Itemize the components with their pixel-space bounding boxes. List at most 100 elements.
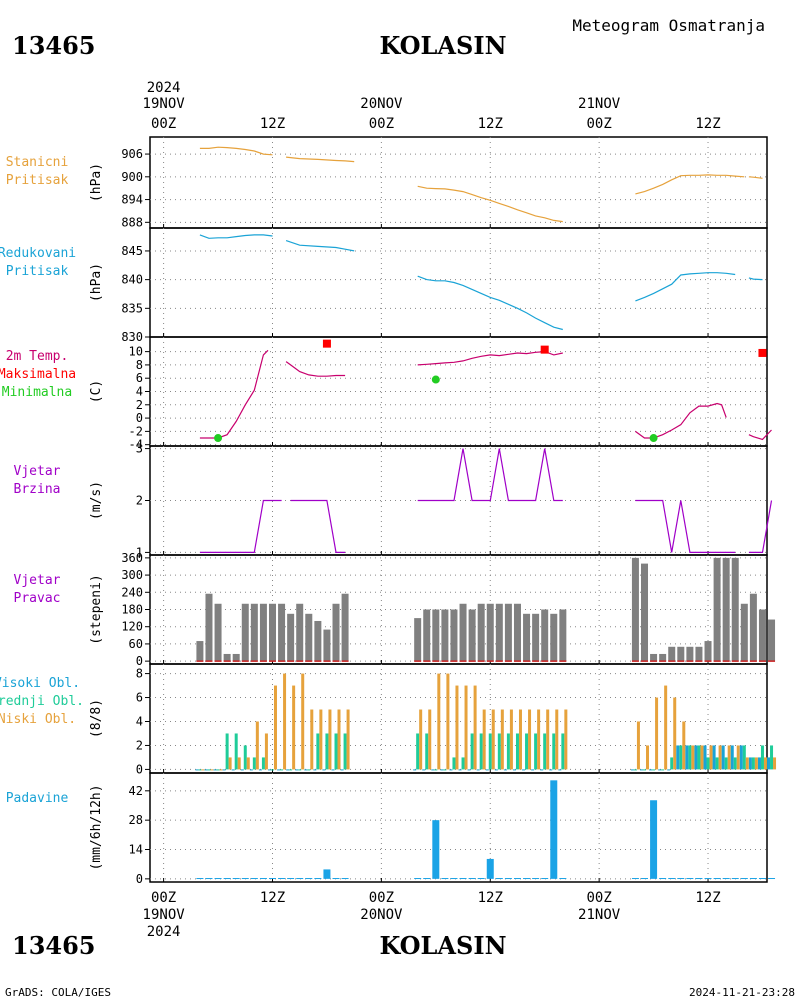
data-bar [450,609,458,662]
data-bar [332,603,340,662]
cloud-bar-low [646,745,650,770]
data-bar [523,613,531,662]
chart-title: Meteogram Osmatranja [572,16,765,35]
top-date-label: 19NOV [143,96,186,112]
cloud-bar-high [721,745,725,770]
cloud-bar-mid [343,733,347,770]
cloud-bar-low [500,709,504,770]
cloud-bar-low [246,757,250,770]
y-tick-label: 240 [121,585,143,599]
cloud-bar-low [636,721,640,770]
y-tick-label: -4 [129,438,143,452]
data-bar [668,878,676,880]
cloud-bar-high [458,769,462,771]
data-bar [296,878,304,880]
cloud-bar-mid [543,733,547,770]
cloud-bar-mid [470,733,474,770]
cloud-bar-mid [688,745,692,770]
panel-vjetar-brzina: 1 2 3 (m/s) Vjetar Brzina [14,442,773,559]
y-tick-label: 1 [136,545,143,559]
cloud-bar-low [283,673,287,770]
cloud-bar-mid [724,757,728,770]
data-bar [704,878,712,880]
cloud-bar-low [255,721,259,770]
cloud-bar-high [703,745,707,770]
cloud-bar-mid [243,745,247,770]
tmin-point [214,434,223,443]
series-line [199,499,282,554]
cloud-bar-low [219,769,223,771]
cloud-bar-high [640,769,644,771]
cloud-bar-mid [225,733,229,770]
panel-frame [149,772,768,883]
y-tick-label: 8 [136,358,143,372]
data-bar [486,858,494,879]
cloud-bar-high [531,769,535,771]
data-bar [677,878,685,880]
panel-unit-label: (hPa) [89,263,104,302]
data-bar [641,878,649,880]
data-bar [523,878,531,880]
cloud-bar-mid [198,769,202,771]
cloud-bar-mid [670,757,674,770]
cloud-bar-high [277,769,281,771]
cloud-bar-mid [234,733,238,770]
cloud-bar-mid [443,769,447,771]
data-bar [641,563,649,662]
data-bar [305,613,313,662]
series-line [285,361,346,377]
cloud-bar-mid [425,733,429,770]
data-bar [495,603,503,662]
cloud-bar-mid [706,757,710,770]
data-bar [740,878,748,880]
cloud-bar-mid [207,769,211,771]
grads-credit: GrADS: COLA/IGES [5,986,111,999]
series-line [199,146,273,156]
station-id-bottom: 13465 [12,931,96,960]
data-bar [686,878,694,880]
y-tick-label: 360 [121,551,143,565]
cloud-bar-high [322,769,326,771]
cloud-bar-high [748,757,752,770]
data-bar [758,609,766,662]
data-bar [631,878,639,880]
bottom-time-label: 12Z [695,890,720,906]
series-line [635,499,736,554]
cloud-bar-mid [452,757,456,770]
cloud-bar-low [727,745,731,770]
cloud-bar-low [237,757,241,770]
data-bar [205,593,213,662]
data-bar [341,878,349,880]
cloud-bar-high [549,769,553,771]
top-date-label: 20NOV [360,96,403,112]
y-tick-label: 830 [121,330,143,344]
data-bar [532,878,540,880]
series-line [635,174,745,195]
cloud-bar-mid [497,733,501,770]
cloud-bar-mid [770,745,774,770]
cloud-bar-high [467,769,471,771]
data-bar [695,878,703,880]
y-tick-label: 28 [129,813,143,827]
data-bar [677,646,685,662]
panel-label: Pravac [14,591,61,606]
cloud-bar-high [685,745,689,770]
data-bar [550,780,558,879]
y-tick-label: 6 [136,691,143,705]
y-tick-label: 900 [121,170,143,184]
cloud-bar-low [310,709,314,770]
y-tick-label: 906 [121,147,143,161]
y-tick-label: 14 [129,843,143,857]
cloud-bar-high [222,769,226,771]
cloud-bar-low [455,685,459,770]
data-bar [287,613,295,662]
data-bar [314,620,322,662]
data-bar [414,618,422,662]
cloud-bar-mid [434,769,438,771]
cloud-bar-low [491,709,495,770]
top-time-label: 00Z [151,116,176,132]
data-bar [468,609,476,662]
station-id-top: 13465 [12,31,96,60]
data-bar [278,603,286,662]
